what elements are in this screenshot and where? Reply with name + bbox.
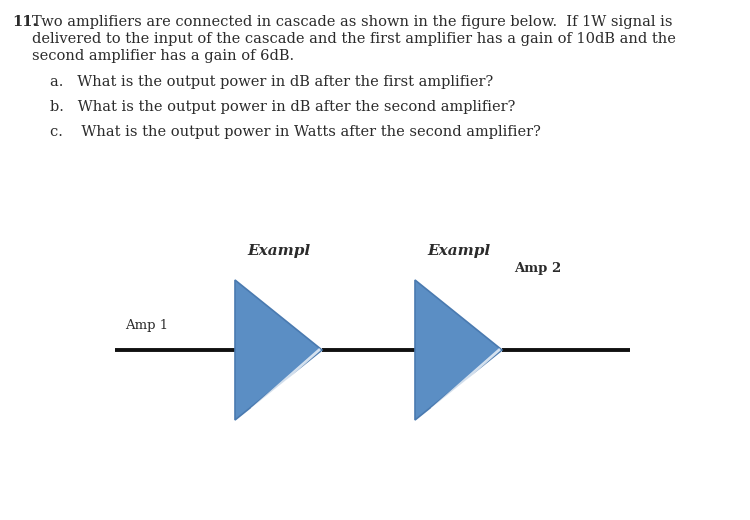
Text: Exampl: Exampl xyxy=(427,244,490,258)
Text: b.   What is the output power in dB after the second amplifier?: b. What is the output power in dB after … xyxy=(50,100,515,114)
Text: delivered to the input of the cascade and the first amplifier has a gain of 10dB: delivered to the input of the cascade an… xyxy=(32,32,676,46)
Text: Amp 1: Amp 1 xyxy=(125,319,168,332)
Text: Amp 2: Amp 2 xyxy=(514,262,561,275)
Text: Exampl: Exampl xyxy=(247,244,310,258)
Text: Two amplifiers are connected in cascade as shown in the figure below.  If 1W sig: Two amplifiers are connected in cascade … xyxy=(32,15,673,29)
Polygon shape xyxy=(415,280,502,420)
Text: a.   What is the output power in dB after the first amplifier?: a. What is the output power in dB after … xyxy=(50,75,494,89)
Text: c.    What is the output power in Watts after the second amplifier?: c. What is the output power in Watts aft… xyxy=(50,125,541,139)
Polygon shape xyxy=(235,280,322,420)
Text: second amplifier has a gain of 6dB.: second amplifier has a gain of 6dB. xyxy=(32,49,294,63)
Text: 11.: 11. xyxy=(12,15,38,29)
